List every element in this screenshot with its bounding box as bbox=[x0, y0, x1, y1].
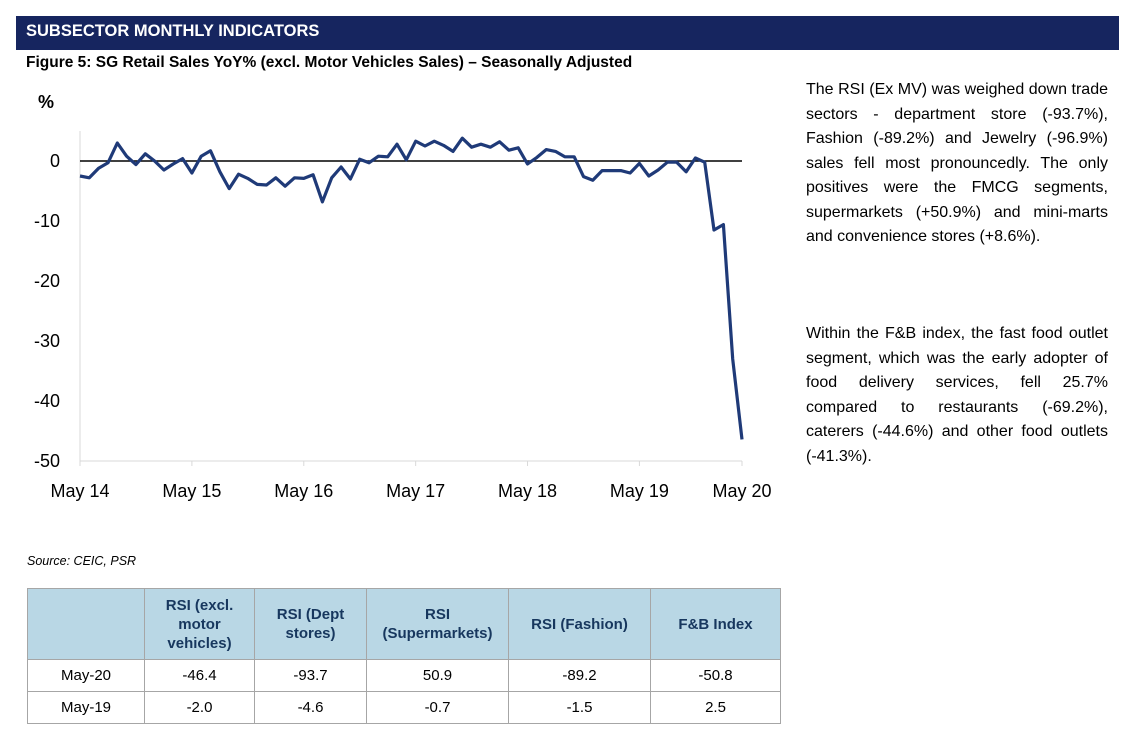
series-line bbox=[79, 136, 744, 440]
x-tick-label: May 15 bbox=[162, 481, 221, 501]
table-cell: -2.0 bbox=[144, 691, 255, 724]
indicator-table: RSI (excl. motor vehicles) RSI (Dept sto… bbox=[27, 588, 781, 724]
table-header-cell: RSI (Fashion) bbox=[508, 588, 651, 660]
y-tick-label: -10 bbox=[34, 211, 60, 231]
section-banner: SUBSECTOR MONTHLY INDICATORS bbox=[16, 16, 1119, 50]
table-cell: May-20 bbox=[27, 659, 145, 692]
x-tick-label: May 16 bbox=[274, 481, 333, 501]
section-title: SUBSECTOR MONTHLY INDICATORS bbox=[26, 22, 320, 40]
table-cell: -50.8 bbox=[650, 659, 781, 692]
figure-title: Figure 5: SG Retail Sales YoY% (excl. Mo… bbox=[26, 54, 633, 71]
x-tick-label: May 14 bbox=[50, 481, 109, 501]
table-cell: -1.5 bbox=[508, 691, 651, 724]
line-chart: % 0 -10 -20 -30 -40 -50 May 14 May 15 May 16 May 1… bbox=[34, 92, 772, 501]
table-header-cell bbox=[27, 588, 145, 660]
y-tick-label: 0 bbox=[50, 151, 60, 171]
table-header-cell: RSI (excl. motor vehicles) bbox=[144, 588, 255, 660]
source-note: Source: CEIC, PSR bbox=[27, 554, 137, 568]
table-row: May-20 -46.4 -93.7 50.9 -89.2 -50.8 bbox=[27, 659, 781, 692]
table-cell: 50.9 bbox=[366, 659, 509, 692]
x-tick-label: May 19 bbox=[610, 481, 669, 501]
y-tick-label: -20 bbox=[34, 271, 60, 291]
y-tick-label: -40 bbox=[34, 391, 60, 411]
table-cell: -89.2 bbox=[508, 659, 651, 692]
table-cell: May-19 bbox=[27, 691, 145, 724]
x-tick-label: May 17 bbox=[386, 481, 445, 501]
y-axis-unit: % bbox=[38, 92, 54, 112]
commentary-paragraph-1: The RSI (Ex MV) was weighed down trade s… bbox=[806, 81, 1108, 245]
table-header-cell: F&B Index bbox=[650, 588, 781, 660]
table-cell: -93.7 bbox=[254, 659, 367, 692]
x-tick-label: May 18 bbox=[498, 481, 557, 501]
table-header-cell: RSI (Supermarkets) bbox=[366, 588, 509, 660]
table-cell: 2.5 bbox=[650, 691, 781, 724]
commentary-paragraph-2: Within the F&B index, the fast food outl… bbox=[806, 325, 1108, 465]
table-cell: -46.4 bbox=[144, 659, 255, 692]
table-cell: -0.7 bbox=[366, 691, 509, 724]
table-header-cell: RSI (Dept stores) bbox=[254, 588, 367, 660]
x-tick-label: May 20 bbox=[712, 481, 771, 501]
table-cell: -4.6 bbox=[254, 691, 367, 724]
table-header-row: RSI (excl. motor vehicles) RSI (Dept sto… bbox=[27, 588, 781, 660]
y-tick-label: -30 bbox=[34, 331, 60, 351]
table-row: May-19 -2.0 -4.6 -0.7 -1.5 2.5 bbox=[27, 691, 781, 724]
y-tick-label: -50 bbox=[34, 451, 60, 471]
